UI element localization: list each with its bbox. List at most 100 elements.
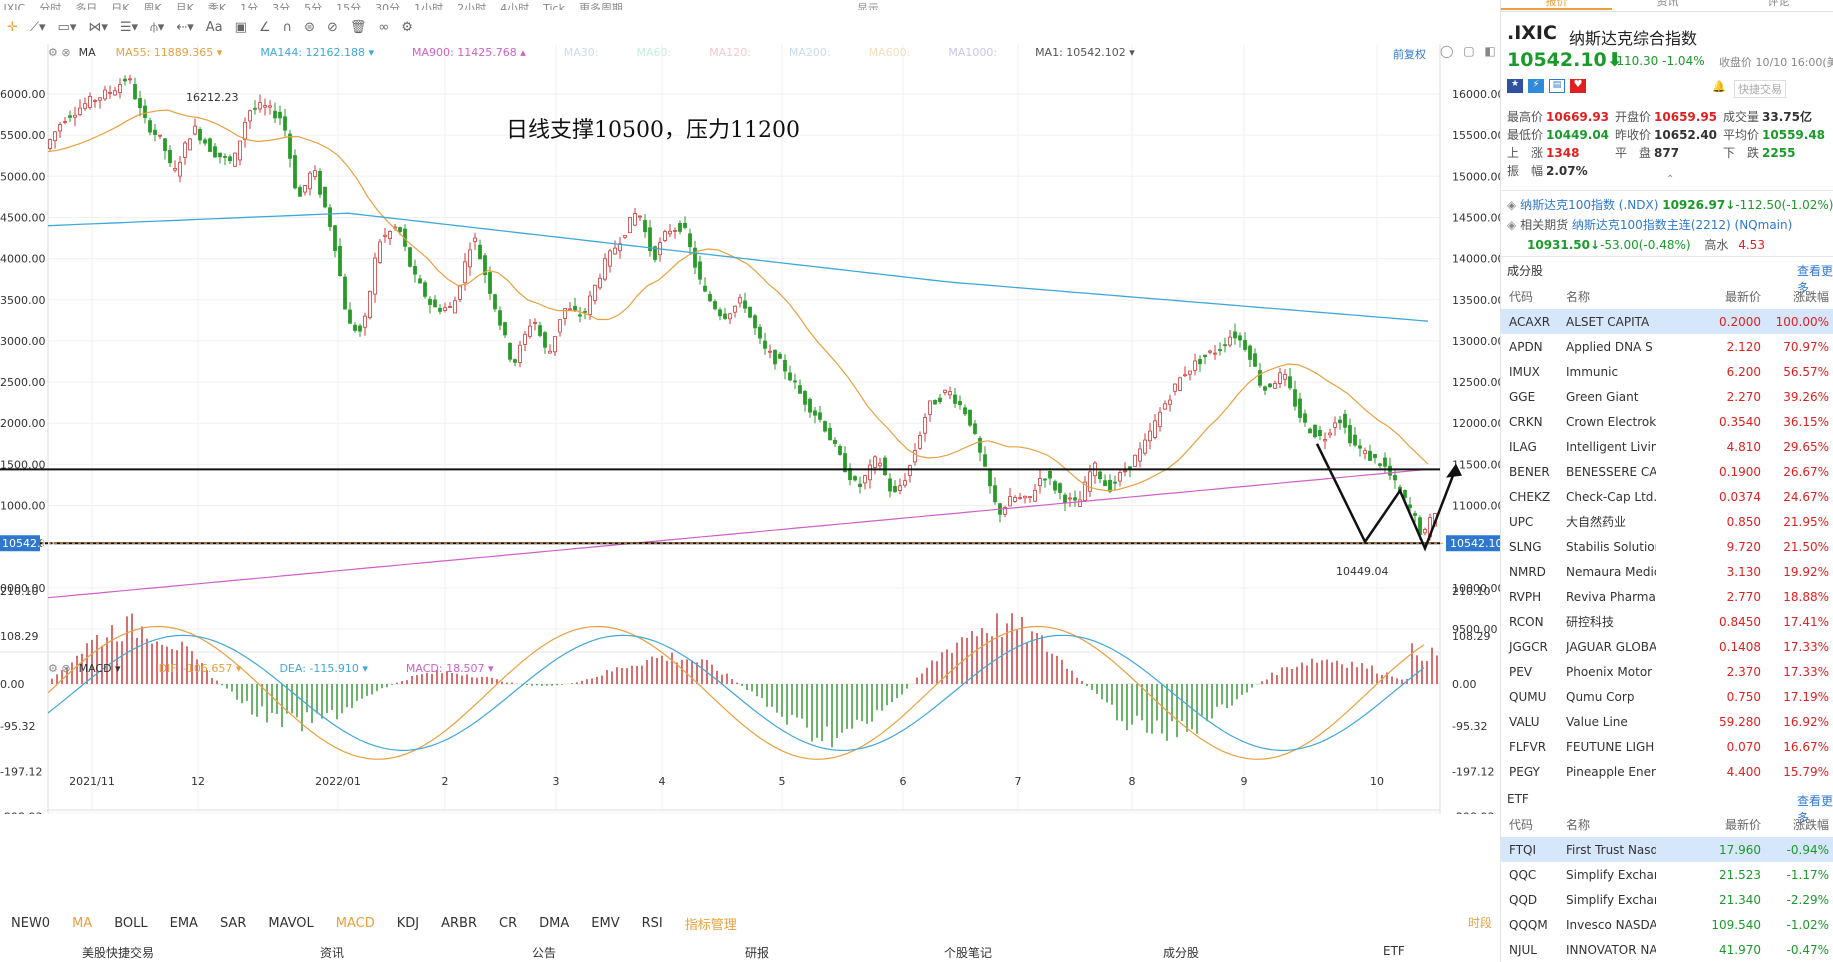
kline-chart[interactable]: 16000.00 15500.00 15000.00 14500.00 14000.00… <box>0 44 1500 814</box>
ma-legend-item[interactable]: MA30: <box>563 46 599 59</box>
ma-legend-item[interactable]: MA120: <box>709 46 751 59</box>
indicator-tab[interactable]: MAVOL <box>268 915 314 931</box>
ma-legend-item[interactable]: MA200: <box>788 46 831 59</box>
indicator-tab[interactable]: RSI <box>641 915 663 931</box>
settings-icon[interactable]: ⚙ <box>401 19 413 35</box>
ma-legend-item[interactable]: MA144: 12162.188 ▾ <box>260 46 375 59</box>
table-row[interactable]: QUMU Qumu Corp 0.750 17.19% <box>1509 689 1829 704</box>
document-icon[interactable]: ▤ <box>1549 79 1565 93</box>
text-tool-icon[interactable]: Aa <box>205 19 223 35</box>
table-row[interactable]: APDN Applied DNA S 2.120 70.97% <box>1509 339 1829 354</box>
comment-tool-icon[interactable]: ▣ <box>234 19 247 35</box>
ma-legend-item[interactable]: MA55: 11889.365 ▾ <box>115 46 223 59</box>
period-8[interactable]: 3分 <box>272 2 291 10</box>
indicator-tab[interactable]: 指标管理 <box>684 917 737 933</box>
ma-legend-item[interactable]: MA600: <box>868 46 911 59</box>
indicator-tab[interactable]: SAR <box>219 915 247 931</box>
bottom-link[interactable]: 美股快捷交易 <box>82 946 155 960</box>
collapse-icon[interactable]: ⌃ <box>1666 174 1675 185</box>
bottom-link[interactable]: ETF <box>1383 944 1405 958</box>
table-row[interactable]: VALU Value Line 59.280 16.92% <box>1509 714 1829 729</box>
session-tab[interactable]: 时段 <box>1468 916 1493 930</box>
ma-legend-item[interactable]: MA60: <box>636 46 672 59</box>
table-row[interactable]: IMUX Immunic 6.200 56.57% <box>1509 364 1829 379</box>
table-row[interactable]: FLFVR FEUTUNE LIGH 0.070 16.67% <box>1509 739 1829 754</box>
lightning-icon[interactable]: ⚡ <box>1528 79 1544 93</box>
macd-settings-icon[interactable]: ⚙ ⊗ <box>48 662 71 675</box>
period-9[interactable]: 5分 <box>304 2 323 10</box>
period-2[interactable]: 多日 <box>75 2 98 10</box>
arrow-tool-icon[interactable]: ⇠▾ <box>176 19 194 35</box>
period-12[interactable]: 1小时 <box>414 2 444 10</box>
table-row[interactable]: NJUL INNOVATOR NAS 41.970 -0.47% <box>1509 942 1829 957</box>
lock-icon[interactable]: ⊜ <box>304 19 315 35</box>
trash-icon[interactable]: 🗑 <box>349 19 367 35</box>
period-15[interactable]: Tick <box>543 2 565 10</box>
etf-more-link[interactable]: 查看更多 <box>1797 794 1833 825</box>
period-7[interactable]: 1分 <box>240 2 259 10</box>
indicator-tab[interactable]: EMA <box>169 915 198 931</box>
quick-trade-button[interactable]: 快捷交易 <box>1734 80 1786 98</box>
period-1[interactable]: 分时 <box>39 2 62 10</box>
bottom-link[interactable]: 公告 <box>532 946 557 960</box>
table-row[interactable]: CRKN Crown Electrok 0.3540 36.15% <box>1509 414 1829 429</box>
indicator-tab[interactable]: CR <box>499 915 518 931</box>
chart-controls[interactable]: ◯ ▢ ◧ <box>1440 44 1499 58</box>
period-16[interactable]: 更多周期 <box>578 2 623 10</box>
pitchfork-tool-icon[interactable]: ⫛▾ <box>150 19 165 35</box>
table-row[interactable]: RVPH Reviva Pharmac 2.770 18.88% <box>1509 589 1829 604</box>
indicator-tab[interactable]: BOLL <box>114 915 148 931</box>
bottom-link[interactable]: 成分股 <box>1163 946 1200 960</box>
table-row[interactable]: PEGY Pineapple Energ 4.400 15.79% <box>1509 764 1829 779</box>
period-11[interactable]: 30分 <box>375 2 401 10</box>
indicator-tab[interactable]: NEW0 <box>11 915 51 931</box>
hide-icon[interactable]: ⊘ <box>326 19 338 35</box>
table-row[interactable]: ACAXR ALSET CAPITA 0.2000 100.00% <box>1501 309 1833 334</box>
macd-legend-item[interactable]: DEA: -115.910 ▾ <box>279 662 368 675</box>
indicator-tab[interactable]: KDJ <box>396 915 420 931</box>
period-3[interactable]: 日K <box>111 2 130 10</box>
table-row[interactable]: NMRD Nemaura Medic 3.130 19.92% <box>1509 564 1829 579</box>
legend-settings-icon[interactable]: ⚙ ⊗ <box>48 46 71 59</box>
fib-tool-icon[interactable]: ⋈▾ <box>88 19 108 35</box>
table-row[interactable]: CHEKZ Check-Cap Ltd. 0.0374 24.67% <box>1509 489 1829 504</box>
line-tool-icon[interactable]: ⟋▾ <box>29 19 46 35</box>
period-4[interactable]: 周K <box>143 2 162 10</box>
related-futures[interactable]: ◈ 相关期货 纳斯达克100指数主连(2212) (NQmain) <box>1507 218 1793 232</box>
table-row[interactable]: UPC 大自然药业 0.850 21.95% <box>1509 514 1829 530</box>
channel-tool-icon[interactable]: ☰▾ <box>119 19 139 35</box>
favorite-heart-icon[interactable]: ♥ <box>1570 79 1586 93</box>
table-row[interactable]: GGE Green Giant 2.270 39.26% <box>1509 389 1829 404</box>
display-menu[interactable]: 显示 <box>856 2 879 10</box>
table-row[interactable]: PEV Phoenix Motor 2.370 17.33% <box>1509 664 1829 679</box>
related-index[interactable]: ◈ 纳斯达克100指数 (.NDX) 10926.97↓-112.50(-1.0… <box>1507 198 1833 212</box>
link-icon[interactable]: ∞ <box>378 19 390 35</box>
indicator-tab[interactable]: EMV <box>591 915 620 931</box>
magnet-icon[interactable]: ∩ <box>282 19 293 35</box>
indicator-tab[interactable]: MACD <box>335 915 375 931</box>
indicator-tab[interactable]: MA <box>72 915 93 931</box>
bell-icon[interactable]: 🔔 <box>1712 80 1726 93</box>
tab-news[interactable]: 资讯 <box>1656 0 1679 8</box>
tab-comments[interactable]: 评论 <box>1767 0 1790 8</box>
period-10[interactable]: 15分 <box>336 2 362 10</box>
tab-quote[interactable]: 报价 <box>1501 0 1612 10</box>
table-row[interactable]: ILAG Intelligent Livin 4.810 29.65% <box>1509 439 1829 454</box>
bottom-link[interactable]: 研报 <box>745 946 770 960</box>
crosshair-icon[interactable]: ✛ <box>7 19 18 35</box>
period-5[interactable]: 月K <box>175 2 194 10</box>
macd-legend-item[interactable]: DIF: -106.657 ▾ <box>158 662 242 675</box>
components-more-link[interactable]: 查看更多 <box>1797 264 1833 295</box>
period-14[interactable]: 4小时 <box>500 2 530 10</box>
table-row[interactable]: JGGCR JAGUAR GLOBA 0.1408 17.33% <box>1509 639 1829 654</box>
macd-legend-item[interactable]: MACD: 18.507 ▾ <box>405 662 494 675</box>
rect-tool-icon[interactable]: ▭▾ <box>57 19 77 35</box>
ma-legend-item[interactable]: MA900: 11425.768 ▴ <box>412 46 526 59</box>
adjust-mode-button[interactable]: 前复权 <box>1393 48 1426 61</box>
table-row[interactable]: SLNG Stabilis Solution 9.720 21.50% <box>1509 539 1829 554</box>
ruler-icon[interactable]: ∠ <box>258 19 271 35</box>
indicator-tab[interactable]: DMA <box>539 915 570 931</box>
